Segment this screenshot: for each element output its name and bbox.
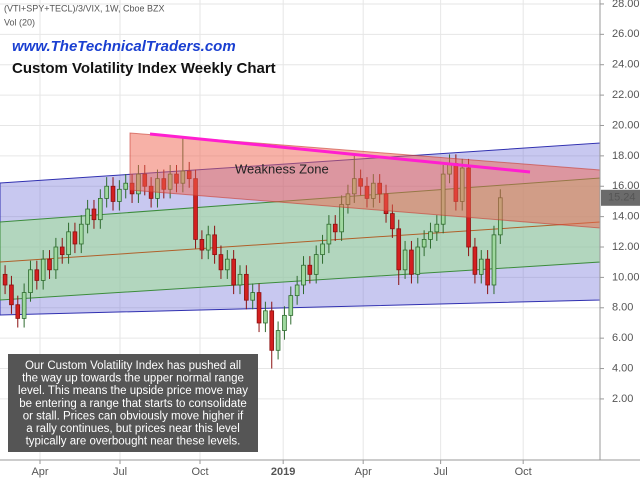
candle-body — [224, 258, 230, 271]
candle-body — [282, 314, 287, 331]
note-line: level. This means the upside price move … — [18, 385, 248, 397]
weakness-zone-label: Weakness Zone — [235, 161, 329, 176]
axes: 2.00 4.00 6.00 8.00 10.00 12.00 14.00 16.00 18.0… — [31, 0, 640, 478]
candle-body — [15, 304, 21, 319]
candle-body — [28, 269, 33, 293]
candle-body — [9, 284, 14, 306]
candle-body — [339, 204, 344, 233]
note-line: be entering a range that starts to conso… — [19, 398, 247, 410]
note-background — [8, 354, 258, 452]
candle-body — [199, 239, 205, 251]
candle-body — [53, 246, 59, 271]
x-tick-label: Jul — [434, 466, 448, 478]
candle-body — [244, 273, 249, 301]
candle-body — [313, 254, 319, 275]
candle-body — [110, 185, 116, 202]
candle-body — [78, 223, 84, 245]
x-tick-label: Jul — [113, 466, 127, 478]
candle-body — [269, 310, 275, 351]
candle-body — [326, 223, 332, 245]
candle-body — [472, 246, 478, 275]
candle-body — [212, 234, 217, 256]
candle-body — [402, 249, 408, 271]
candle-body — [98, 198, 103, 221]
website: www.TheTechnicalTraders.com — [12, 38, 236, 55]
candle-body — [47, 258, 52, 271]
candle-body — [390, 213, 395, 230]
x-tick-label: Apr — [355, 466, 372, 478]
candle-body — [428, 231, 433, 240]
y-tick-label: 10.00 — [612, 271, 640, 283]
x-tick-label: Oct — [515, 466, 532, 478]
y-tick-label: 20.00 — [612, 119, 640, 131]
candle-body — [320, 243, 325, 256]
note-line: a rally continues, but prices near this … — [26, 423, 240, 435]
y-tick-label: 22.00 — [612, 89, 640, 101]
volume-header: Vol (20) — [4, 17, 35, 27]
candle-body — [288, 295, 294, 316]
candle-body — [34, 269, 40, 281]
candle-body — [478, 258, 484, 275]
x-tick-label: Apr — [31, 466, 48, 478]
weakness-zone-top-line — [149, 132, 531, 174]
candle-body — [256, 292, 262, 324]
y-tick-label: 26.00 — [612, 28, 640, 40]
candle-body — [301, 264, 306, 286]
candle-body — [294, 284, 300, 297]
x-tick-label: 2019 — [271, 466, 295, 478]
y-tick-label: 28.00 — [612, 0, 640, 10]
note-box: Our Custom Volatility Index has pushed a… — [8, 354, 258, 452]
candle-body — [485, 258, 490, 286]
note-line: Our Custom Volatility Index has pushed a… — [25, 360, 241, 372]
candle-body — [415, 246, 421, 275]
y-tick-label: 14.00 — [612, 211, 640, 223]
chart-title: Custom Volatility Index Weekly Chart — [12, 60, 276, 77]
candle-body — [332, 223, 338, 233]
candle-body — [104, 185, 109, 199]
candle-body — [409, 249, 414, 275]
y-tick-label: 6.00 — [612, 332, 633, 344]
y-tick-label: 24.00 — [612, 59, 640, 71]
candle-body — [21, 292, 27, 319]
candle-body — [275, 330, 281, 351]
candle-body — [218, 254, 224, 271]
candle-body — [205, 234, 211, 251]
y-tick-label: 18.00 — [612, 150, 640, 162]
weakness-zone: Weakness Zone — [129, 132, 601, 229]
candle-body — [237, 273, 243, 286]
candle-body — [91, 208, 97, 221]
y-tick-label: 8.00 — [612, 302, 633, 314]
candle-body — [2, 273, 8, 286]
candle-body — [40, 258, 46, 281]
x-tick-label: Oct — [191, 466, 208, 478]
candle-body — [491, 234, 497, 286]
note-line: or stall. Prices can obviously move high… — [23, 410, 244, 422]
candle-body — [85, 208, 90, 225]
candle-body — [117, 188, 122, 202]
candle-body — [396, 228, 402, 271]
candle-body — [72, 231, 78, 245]
y-tick-label: 16.00 — [612, 180, 640, 192]
candle-body — [421, 239, 427, 248]
last-price-label: 15.24 — [608, 192, 636, 204]
candle-body — [66, 231, 71, 256]
candle-body — [434, 223, 440, 233]
candle-body — [250, 292, 256, 301]
note-line: typically are overbought near these leve… — [26, 436, 241, 448]
last-price-box — [601, 189, 640, 206]
candle-body — [231, 258, 236, 286]
candle-body — [123, 182, 129, 190]
y-tick-label: 4.00 — [612, 362, 633, 374]
candle-body — [59, 246, 65, 256]
y-tick-label: 2.00 — [612, 393, 633, 405]
candle-body — [263, 310, 268, 324]
candle-body — [307, 264, 313, 275]
note-line: the way up towards the upper normal rang… — [22, 373, 244, 385]
y-tick-label: 12.00 — [612, 241, 640, 253]
symbol-header: (VTI+SPY+TECL)/3/VIX, 1W, Cboe BZX — [4, 3, 165, 13]
